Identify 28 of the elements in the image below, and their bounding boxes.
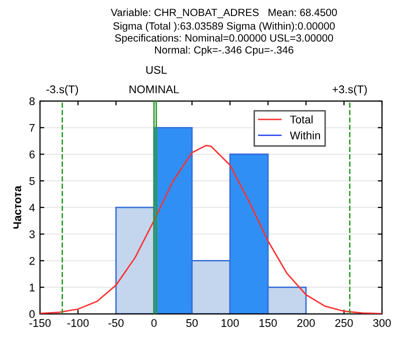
x-tick-label: -100 <box>67 319 89 327</box>
x-tick-label: -50 <box>108 319 124 327</box>
legend-label: Within <box>290 131 320 140</box>
y-tick-label: 4 <box>29 204 35 212</box>
ref-line-label: -3.s(T) <box>46 85 78 96</box>
chart-title: Variable: CHR_NOBAT_ADRES Mean: 68.4500 <box>110 8 337 18</box>
y-tick-label: 2 <box>30 256 35 265</box>
x-tick-label: 0 <box>151 319 157 327</box>
y-tick-label: 7 <box>30 124 35 132</box>
x-tick-label: 300 <box>373 319 391 327</box>
y-tick-label: 1 <box>30 284 35 292</box>
y-tick-label: 6 <box>30 150 35 158</box>
y-tick-label: 0 <box>29 310 35 318</box>
chart-subtitle: Sigma (Total ):63.03589 Sigma (Within):0.00000 Specifications: Nominal=0.00000 USL=3.00000 Normal: Cpk=-.346 Cpu=-.346 <box>113 22 335 56</box>
x-tick-label: 100 <box>222 319 239 327</box>
y-tick-label: 8 <box>29 97 35 106</box>
y-tick-label: 5 <box>29 177 35 185</box>
x-tick-label: 250 <box>335 319 353 327</box>
x-tick-label: -150 <box>29 319 51 327</box>
legend-label: Total <box>290 115 313 124</box>
x-tick-label: 50 <box>186 319 198 327</box>
x-tick-label: 150 <box>260 319 277 327</box>
ref-line-label: USL <box>146 66 167 74</box>
ref-line-label: +3.s(T) <box>332 85 367 96</box>
y-tick-label: 3 <box>29 230 35 238</box>
x-tick-label: 200 <box>297 319 315 327</box>
ref-line-label: NOMINAL <box>130 85 179 94</box>
y-axis-title: Частота <box>13 186 22 229</box>
